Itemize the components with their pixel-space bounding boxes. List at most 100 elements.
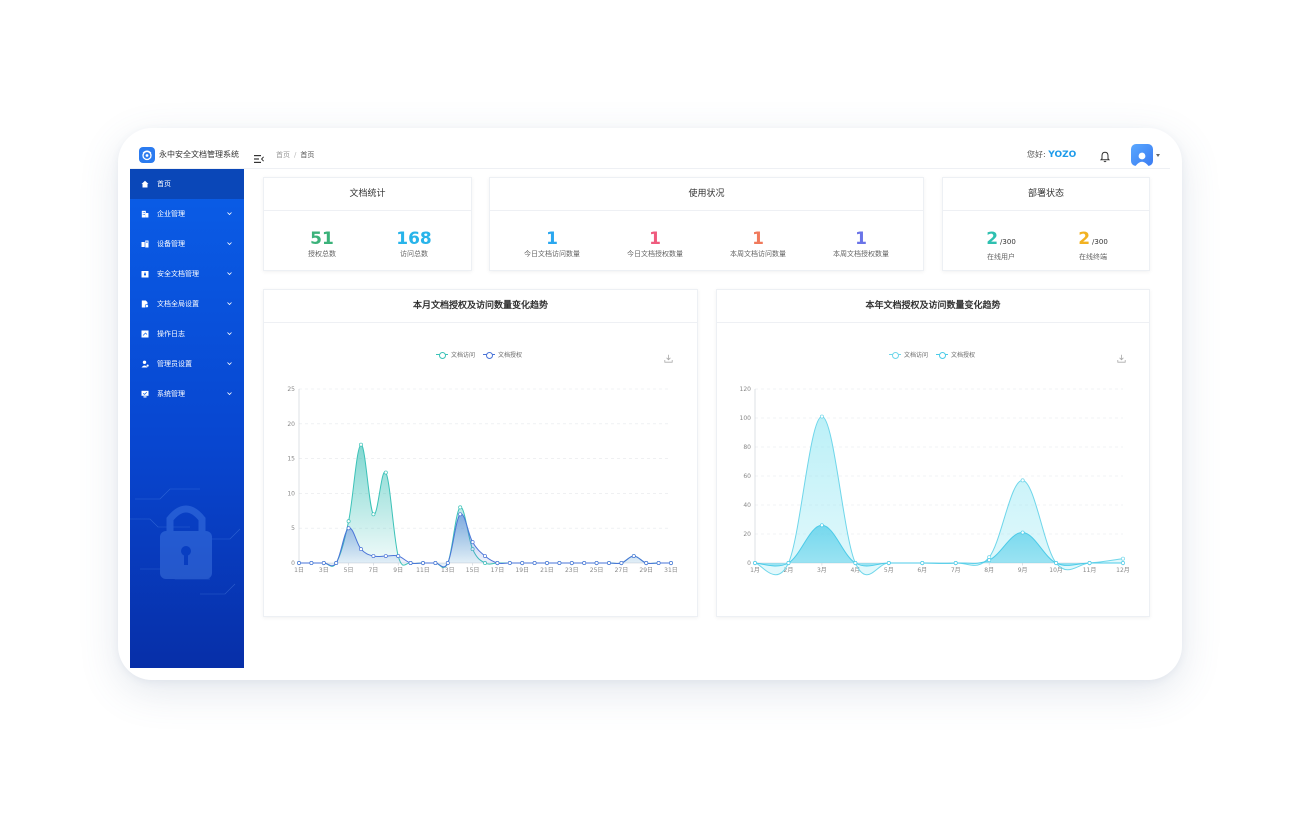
sidebar-item-system[interactable]: 系统管理 [130,379,244,409]
data-point[interactable] [569,561,574,565]
sidebar-item-label: 系统管理 [157,390,185,398]
data-point[interactable] [644,561,649,565]
x-tick-label: 15日 [466,567,480,574]
stat-today-auth: 1 今日文档授权数量 [615,229,695,259]
data-point[interactable] [853,561,858,565]
data-point[interactable] [1121,561,1125,565]
data-point[interactable] [359,442,363,447]
data-point[interactable] [631,554,636,558]
data-point[interactable] [819,414,824,419]
data-point[interactable] [520,561,525,565]
x-tick-label: 11月 [1083,567,1097,574]
data-point[interactable] [545,561,549,565]
data-point[interactable] [470,540,475,545]
data-point[interactable] [445,561,450,565]
data-point[interactable] [557,561,562,565]
sidebar-item-devices[interactable]: 设备管理 [130,229,244,259]
data-point[interactable] [669,561,673,565]
menu-toggle-icon[interactable] [254,149,264,163]
system-icon [141,390,149,398]
data-point[interactable] [383,470,388,475]
app-window: 永中安全文档管理系统 首页 / 首页 您好: YOZO 首页 企业管理 [130,140,1170,668]
data-point[interactable] [1087,561,1092,565]
chart-title: 本月文档授权及访问数量变化趋势 [264,290,697,323]
stat-label: 在线终端 [1079,253,1107,261]
x-tick-label: 8月 [984,567,994,574]
data-point[interactable] [987,558,992,563]
data-point[interactable] [371,554,376,558]
data-point[interactable] [359,547,363,552]
data-point[interactable] [1020,530,1025,535]
legend-item-visits[interactable]: 文档访问 [889,350,928,359]
data-point[interactable] [920,561,925,565]
data-point[interactable] [753,561,757,565]
data-point[interactable] [334,561,339,565]
data-point[interactable] [619,561,624,565]
sidebar-item-label: 首页 [157,180,171,188]
sidebar-item-doc-settings[interactable]: 文档全局设置 [130,289,244,319]
y-tick-label: 120 [740,386,752,393]
sidebar-item-enterprise[interactable]: 企业管理 [130,199,244,229]
bell-icon[interactable] [1099,148,1111,163]
data-point[interactable] [819,523,824,528]
data-point[interactable] [396,554,401,558]
data-point[interactable] [594,561,599,565]
download-icon[interactable] [664,354,673,363]
y-tick-label: 0 [747,560,751,567]
chart-title: 本年文档授权及访问数量变化趋势 [717,290,1149,323]
data-point[interactable] [656,561,661,565]
x-tick-label: 5月 [884,567,894,574]
chevron-down-icon [227,302,232,306]
data-point[interactable] [383,554,388,558]
data-point[interactable] [607,561,611,565]
data-point[interactable] [371,512,376,517]
legend-item-auth[interactable]: 文档授权 [936,350,975,359]
legend-item-visits[interactable]: 文档访问 [436,350,475,359]
greeting-text: 您好: [1027,150,1046,159]
data-point[interactable] [458,505,463,510]
x-tick-label: 12月 [1116,567,1130,574]
data-point[interactable] [483,554,487,558]
data-point[interactable] [297,561,301,565]
data-point[interactable] [786,561,791,565]
x-tick-label: 3日 [319,567,329,574]
sidebar-item-secure-docs[interactable]: 安全文档管理 [130,259,244,289]
sidebar-item-label: 设备管理 [157,240,185,248]
legend-item-auth[interactable]: 文档授权 [483,350,522,359]
yearly-trend-chart: 0 20 40 60 80 100 120 1月 2月 3月 4月 5月 6月 7月 8月 9月 10月 11月 1… [740,386,1130,576]
data-point[interactable] [321,561,326,565]
user-icon [1135,152,1149,166]
building-icon [141,210,149,218]
data-point[interactable] [886,561,891,565]
x-tick-label: 29日 [639,567,653,574]
y-tick-label: 20 [743,531,751,538]
download-icon[interactable] [1117,354,1126,363]
x-tick-label: 6月 [917,567,927,574]
data-point[interactable] [1020,478,1025,483]
data-point[interactable] [408,561,413,565]
data-point[interactable] [507,561,512,565]
user-menu-chevron-down-icon[interactable] [1156,154,1160,157]
data-point[interactable] [433,561,438,565]
breadcrumb-current: 首页 [300,151,315,159]
data-point[interactable] [1121,556,1125,561]
data-point[interactable] [495,561,500,565]
user-greeting: 您好: YOZO [1027,149,1076,160]
user-avatar[interactable] [1131,144,1153,166]
data-point[interactable] [458,512,463,517]
data-point[interactable] [346,519,351,524]
data-point[interactable] [346,526,351,531]
sidebar-item-home[interactable]: 首页 [130,169,244,199]
data-point[interactable] [309,561,314,565]
breadcrumb-home-link[interactable]: 首页 [276,151,290,159]
data-point[interactable] [532,561,537,565]
data-point[interactable] [953,561,958,565]
data-point[interactable] [1054,561,1059,565]
data-point[interactable] [582,561,587,565]
sidebar-item-admin-settings[interactable]: 管理员设置 [130,349,244,379]
data-point[interactable] [421,561,425,565]
sidebar-item-operation-log[interactable]: 操作日志 [130,319,244,349]
y-tick-label: 40 [743,502,751,509]
x-tick-label: 1日 [294,567,304,574]
deploy-title: 部署状态 [943,178,1149,211]
